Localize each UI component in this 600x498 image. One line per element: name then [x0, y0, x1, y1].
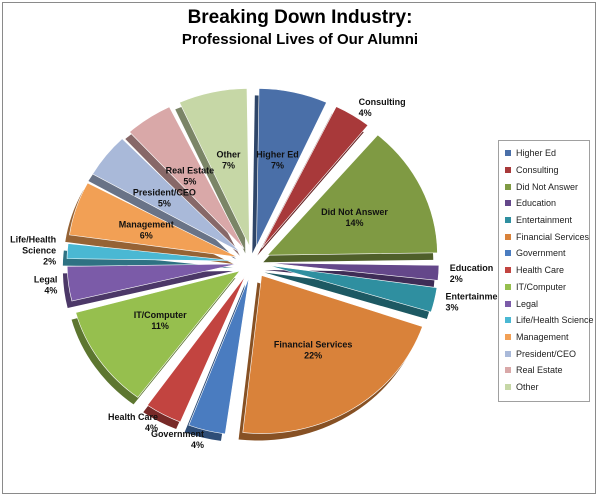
legend-label: Education: [516, 198, 557, 209]
legend-swatch: [505, 250, 511, 257]
slice-data-label-2: Did Not Answer 14%: [321, 207, 388, 228]
chart-legend: Higher Ed Consulting Did Not Answer Educati…: [498, 140, 594, 402]
legend-entry-it-computer: IT/Computer: [505, 279, 589, 296]
slice-data-label-1: Consulting 4%: [359, 97, 406, 118]
pie-slice-higher-ed: [256, 88, 327, 247]
chart-title-block: Breaking Down Industry: Professional Liv…: [0, 6, 600, 50]
legend-label: IT/Computer: [516, 281, 567, 292]
legend-label: Higher Ed: [516, 148, 557, 159]
pie-slice-other: [179, 88, 250, 247]
legend-entry-life-health-science: Life/Health Science: [505, 312, 594, 329]
legend-swatch: [505, 167, 511, 174]
legend-swatch: [505, 350, 511, 357]
legend-entry-president-ceo: President/CEO: [505, 345, 589, 362]
pie-slice-financial-services: [242, 275, 423, 434]
slice-data-label-4: Entertainment 3%: [445, 291, 506, 312]
legend-entry-entertainment: Entertainment: [505, 212, 589, 229]
slice-data-label-5: Financial Services 22%: [274, 340, 353, 361]
legend-label: Health Care: [516, 265, 565, 276]
legend-label: Did Not Answer: [516, 181, 579, 192]
legend-entry-other: Other: [505, 379, 589, 396]
pie-slice-life-health-science: [66, 243, 238, 262]
legend-entry-management: Management: [505, 329, 589, 346]
pie-slice-education: [268, 262, 440, 281]
chart-subtitle: Professional Lives of Our Alumni: [181, 31, 419, 48]
legend-label: Management: [516, 331, 569, 342]
legend-label: Entertainment: [516, 215, 573, 226]
legend-entry-education: Education: [505, 195, 589, 212]
pie-slice-did-not-answer: [266, 134, 438, 256]
slice-data-label-11: Management 6%: [119, 219, 174, 240]
pie-slice-health-care: [147, 275, 246, 423]
legend-swatch: [505, 217, 511, 224]
pie-slice-legal: [66, 263, 238, 302]
legend-swatch: [505, 317, 511, 324]
pie-slice-consulting: [261, 106, 369, 249]
slice-data-label-6: Government 4%: [151, 429, 204, 450]
legend-swatch: [505, 300, 511, 307]
pie-slice-it-computer: [75, 270, 241, 398]
legend-entry-financial-services: Financial Services: [505, 228, 589, 245]
slice-data-label-14: Other 7%: [217, 150, 242, 171]
slice-data-label-9: Legal 4%: [34, 274, 58, 295]
pie-slice-depth-4: [264, 272, 433, 320]
slice-data-label-10: Life/Health Science 2%: [10, 234, 56, 266]
legend-label: Real Estate: [516, 365, 563, 376]
legend-entry-consulting: Consulting: [505, 162, 589, 179]
legend-label: President/CEO: [516, 348, 577, 359]
legend-swatch: [505, 283, 511, 290]
legend-swatch: [505, 383, 511, 390]
legend-swatch: [505, 333, 511, 340]
legend-entry-health-care: Health Care: [505, 262, 589, 279]
legend-entry-real-estate: Real Estate: [505, 362, 589, 379]
pie-slice-management: [69, 182, 238, 258]
pie-slice-government: [188, 277, 250, 435]
slice-data-label-3: Education 2%: [450, 263, 494, 284]
slice-data-label-0: Higher Ed 7%: [256, 150, 299, 171]
legend-entry-higher-ed: Higher Ed: [505, 145, 589, 162]
legend-swatch: [505, 183, 511, 190]
slice-data-label-7: Health Care 4%: [108, 412, 158, 433]
legend-label: Legal: [516, 298, 539, 309]
pie-slice-entertainment: [268, 265, 438, 313]
legend-entry-did-not-answer: Did Not Answer: [505, 178, 589, 195]
slice-data-label-13: Real Estate 5%: [166, 165, 215, 186]
legend-swatch: [505, 150, 511, 157]
legend-label: Life/Health Science: [516, 315, 594, 326]
legend-label: Other: [516, 381, 539, 392]
chart-title: Breaking Down Industry:: [187, 7, 413, 28]
legend-label: Government: [516, 248, 566, 259]
legend-swatch: [505, 200, 511, 207]
legend-swatch: [505, 367, 511, 374]
legend-swatch: [505, 233, 511, 240]
legend-entry-legal: Legal: [505, 295, 589, 312]
legend-label: Consulting: [516, 165, 559, 176]
pie-slice-real-estate: [129, 106, 245, 249]
legend-entry-government: Government: [505, 245, 589, 262]
slice-data-label-8: IT/Computer 11%: [134, 310, 187, 331]
legend-label: Financial Services: [516, 231, 590, 242]
pie-slice-president-ceo: [92, 138, 241, 253]
slice-data-label-12: President/CEO 5%: [133, 188, 196, 209]
legend-swatch: [505, 267, 511, 274]
